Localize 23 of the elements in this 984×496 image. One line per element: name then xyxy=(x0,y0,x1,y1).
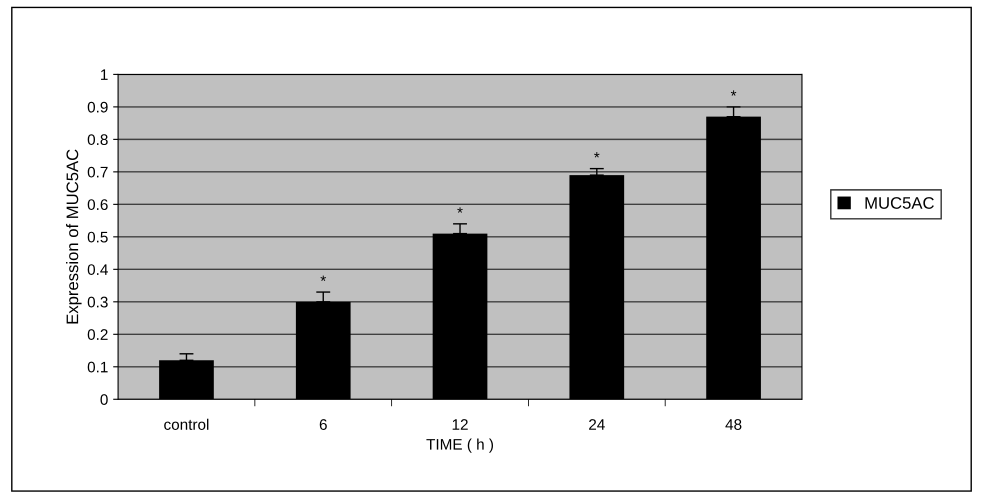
x-tick-label: 12 xyxy=(452,419,468,430)
x-tick-label: 24 xyxy=(589,419,605,430)
y-axis-title: Expression of MUC5AC xyxy=(66,149,82,324)
y-tick-label: 0.6 xyxy=(88,199,108,210)
x-tick-label: control xyxy=(164,418,208,430)
y-tick-label: 0.3 xyxy=(88,296,108,308)
annotation: * xyxy=(730,90,736,96)
y-tick-label: 0.8 xyxy=(88,134,108,146)
y-tick-label: 0.5 xyxy=(88,232,108,243)
x-tick-label: 6 xyxy=(320,419,327,430)
annotation: * xyxy=(594,152,600,158)
x-axis-title: TIME ( h ) xyxy=(426,438,494,453)
y-tick-label: 0.7 xyxy=(88,166,108,178)
y-tick-label: 0.2 xyxy=(88,329,108,340)
y-tick-label: 0 xyxy=(100,394,108,405)
y-tick-label: 0.9 xyxy=(88,102,108,113)
annotation: * xyxy=(457,207,463,213)
y-tick-label: 0.4 xyxy=(88,264,108,276)
legend-label: MUC5AC xyxy=(866,197,934,209)
annotation: * xyxy=(320,276,326,281)
x-tick-label: 48 xyxy=(725,419,742,430)
y-tick-label: 0.1 xyxy=(88,362,108,372)
y-tick-label: 1 xyxy=(101,69,108,80)
